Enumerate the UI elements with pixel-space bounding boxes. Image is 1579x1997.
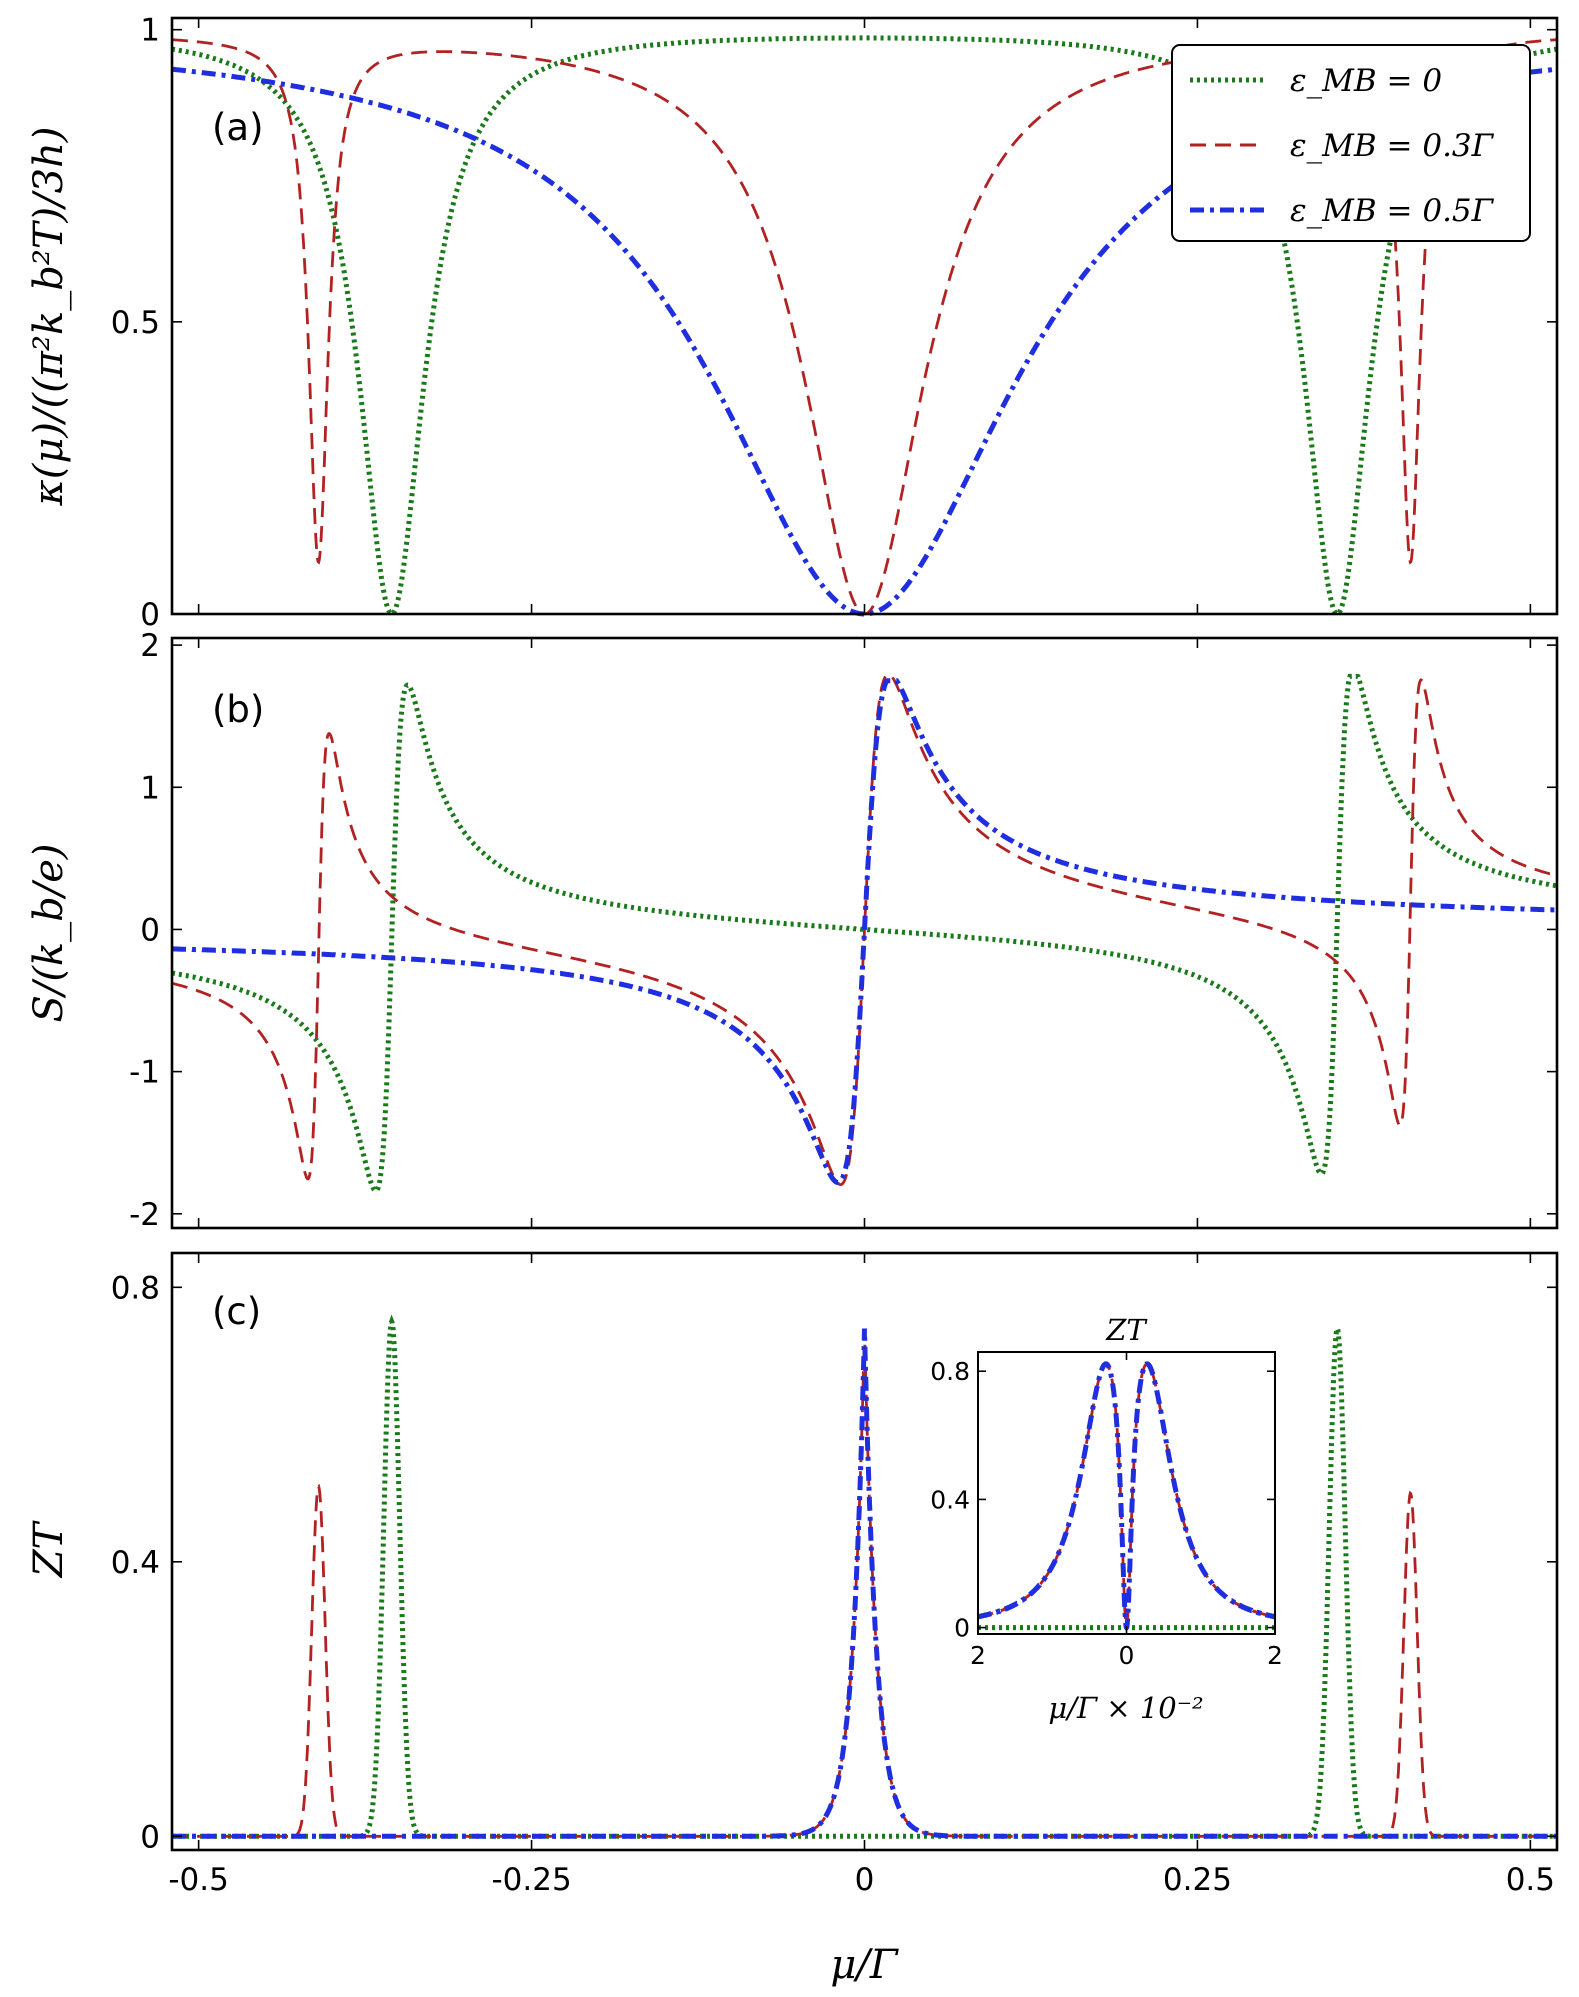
panel-a-series-0 (171, 35, 1558, 617)
y-tick-label: -2 (129, 1197, 160, 1233)
legend-box (1171, 44, 1531, 242)
panel-b: -2 -1 0 1 2 (b) S/(k_b/e) (26, 628, 1559, 1233)
y-tick-label: 1 (140, 13, 160, 49)
inset-xlabel: μ/Γ × 10⁻² (1048, 1691, 1203, 1725)
x-tick-label: 0.25 (1163, 1862, 1232, 1898)
x-tick-label: 2 (1267, 1641, 1283, 1670)
y-tick-label: 0.4 (930, 1485, 970, 1514)
panel-c-frame (170, 1251, 1559, 1852)
x-tick-label: 2 (970, 1641, 986, 1670)
panel-c-series-2 (172, 1328, 1557, 1839)
panel-b-ylabel: S/(k_b/e) (26, 843, 72, 1022)
y-tick-label: 0.4 (111, 1545, 160, 1581)
panel-c: -0.5 -0.25 0 0.25 0.500.40.8 (c) ZT 2 0 200.40… (26, 1251, 1559, 1898)
panel-b-label: (b) (212, 688, 264, 731)
legend-label-eps0: ε_MB = 0 (1290, 63, 1442, 99)
y-tick-label: 0 (140, 912, 160, 948)
y-tick-label: 1 (140, 770, 160, 806)
panel-a-label: (a) (212, 106, 264, 149)
inset-ticks: 2 0 200.40.8 (930, 1352, 1283, 1670)
panel-c-ticks: -0.5 -0.25 0 0.25 0.5 0 0.4 0.8 (111, 1253, 1557, 1898)
x-tick-label: 0 (855, 1862, 875, 1898)
legend-label-eps05: ε_MB = 0.5Γ (1290, 193, 1495, 229)
legend-label-eps03: ε_MB = 0.3Γ (1290, 128, 1495, 164)
inset: 2 0 200.40.8 ZT μ/Γ × 10⁻² (930, 1313, 1283, 1725)
y-tick-label: 0 (140, 1819, 160, 1855)
x-tick-label: -0.5 (168, 1862, 229, 1898)
x-tick-label: 0 (1119, 1641, 1135, 1670)
y-tick-label: 0 (140, 597, 160, 633)
legend: ε_MB = 0 ε_MB = 0.3Γ ε_MB = 0.5Γ (1171, 44, 1531, 242)
panel-c-curves (172, 1314, 1557, 1839)
panel-b-series-0 (171, 673, 1558, 1194)
x-axis-label: μ/Γ (830, 1942, 898, 1988)
panel-a: 00.51 (a) κ(μ)/((π²k_b²T)/3h) ε_MB = 0 ε… (26, 13, 1559, 633)
y-tick-label: 0 (954, 1614, 970, 1643)
x-tick-label: -0.25 (491, 1862, 571, 1898)
panel-a-ticks: 00.51 (111, 13, 1557, 633)
inset-series-1 (977, 1362, 1276, 1630)
y-tick-label: 0.5 (111, 305, 160, 341)
y-tick-label: 0.8 (111, 1270, 160, 1306)
inset-background (978, 1352, 1275, 1634)
y-tick-label: -1 (129, 1055, 160, 1091)
inset-title: ZT (1105, 1313, 1148, 1347)
panel-c-label: (c) (212, 1290, 261, 1333)
panel-a-ylabel: κ(μ)/((π²k_b²T)/3h) (26, 127, 72, 507)
y-tick-label: 2 (140, 628, 160, 664)
y-tick-label: 0.8 (930, 1357, 970, 1386)
panel-b-ticks: -2 -1 0 1 2 (129, 628, 1557, 1233)
x-tick-label: 0.5 (1506, 1862, 1555, 1898)
panel-b-series-2 (172, 678, 1557, 1185)
panel-b-curves (171, 672, 1558, 1194)
panel-c-series-1 (172, 1328, 1557, 1838)
panel-c-ylabel: ZT (26, 1519, 72, 1579)
